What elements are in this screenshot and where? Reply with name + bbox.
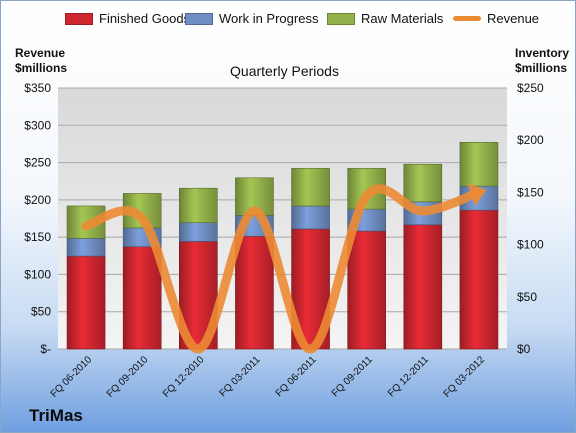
bar-raw-materials — [403, 163, 443, 203]
legend-swatch-finished-goods — [65, 12, 93, 25]
legend-label-revenue: Revenue — [487, 11, 540, 26]
legend-label-raw-materials: Raw Materials — [361, 11, 444, 26]
left-tick-label: $150 — [24, 230, 51, 244]
legend-item-revenue: Revenue — [453, 11, 539, 26]
legend-swatch-revenue — [453, 16, 481, 21]
category-label: FQ 06-2011 — [274, 354, 319, 399]
bar-raw-materials — [179, 187, 218, 223]
left-tick-label: $200 — [24, 193, 51, 207]
brand-logo-text: TriMas — [29, 406, 83, 425]
category-label: FQ 06-2010 — [49, 354, 95, 400]
bar-work-in-progress — [66, 238, 106, 257]
bar-raw-materials — [291, 168, 330, 207]
left-axis-title-line-2: $millions — [15, 61, 68, 75]
bar-finished-goods — [403, 224, 443, 350]
legend-swatch-raw-materials — [327, 12, 355, 25]
legend-label-work-in-progress: Work in Progress — [219, 11, 319, 26]
bar-finished-goods — [122, 246, 162, 350]
legend-item-raw-materials: Raw Materials — [327, 11, 443, 26]
left-tick-label: $350 — [24, 81, 51, 95]
legend-swatch-work-in-progress — [185, 12, 213, 25]
right-axis-title: Inventory $millions — [515, 46, 569, 76]
revenue-arrowhead — [467, 183, 487, 207]
legend-item-finished-goods: Finished Goods — [65, 11, 190, 26]
category-label: FQ 09-2010 — [105, 354, 151, 400]
legend: Finished Goods Work in Progress Raw Mate… — [1, 11, 575, 31]
right-tick-label: $250 — [517, 81, 544, 95]
bar-finished-goods — [235, 235, 274, 350]
revenue-line — [81, 184, 484, 354]
legend-label-finished-goods: Finished Goods — [99, 11, 191, 26]
right-axis-title-line-1: Inventory — [515, 46, 570, 60]
right-tick-label: $100 — [517, 238, 544, 252]
category-label: FQ 09-2011 — [330, 354, 375, 399]
left-tick-label: $100 — [24, 267, 51, 281]
left-tick-label: $50 — [31, 305, 51, 319]
bar-finished-goods — [347, 230, 386, 350]
right-tick-label: $200 — [517, 133, 544, 147]
left-tick-label: $- — [40, 342, 51, 356]
right-tick-label: $0 — [517, 342, 531, 356]
category-label: FQ 03-2012 — [442, 354, 488, 400]
right-axis-title-line-2: $millions — [515, 61, 568, 75]
category-label: FQ 12-2011 — [386, 354, 431, 399]
chart-title: Quarterly Periods — [230, 63, 339, 79]
bar-work-in-progress — [179, 222, 218, 242]
bar-raw-materials — [459, 141, 499, 187]
bar-finished-goods — [66, 255, 106, 350]
left-tick-label: $250 — [24, 156, 51, 170]
category-label: FQ 03-2011 — [218, 354, 263, 399]
left-tick-label: $300 — [24, 118, 51, 132]
category-label: FQ 12-2010 — [161, 354, 207, 400]
bar-finished-goods — [459, 209, 499, 350]
left-axis-title: Revenue $millions — [15, 46, 67, 76]
bar-work-in-progress — [291, 205, 330, 230]
right-tick-label: $150 — [517, 185, 544, 199]
left-axis-title-line-1: Revenue — [15, 46, 66, 60]
legend-item-work-in-progress: Work in Progress — [185, 11, 318, 26]
right-tick-label: $50 — [517, 290, 537, 304]
